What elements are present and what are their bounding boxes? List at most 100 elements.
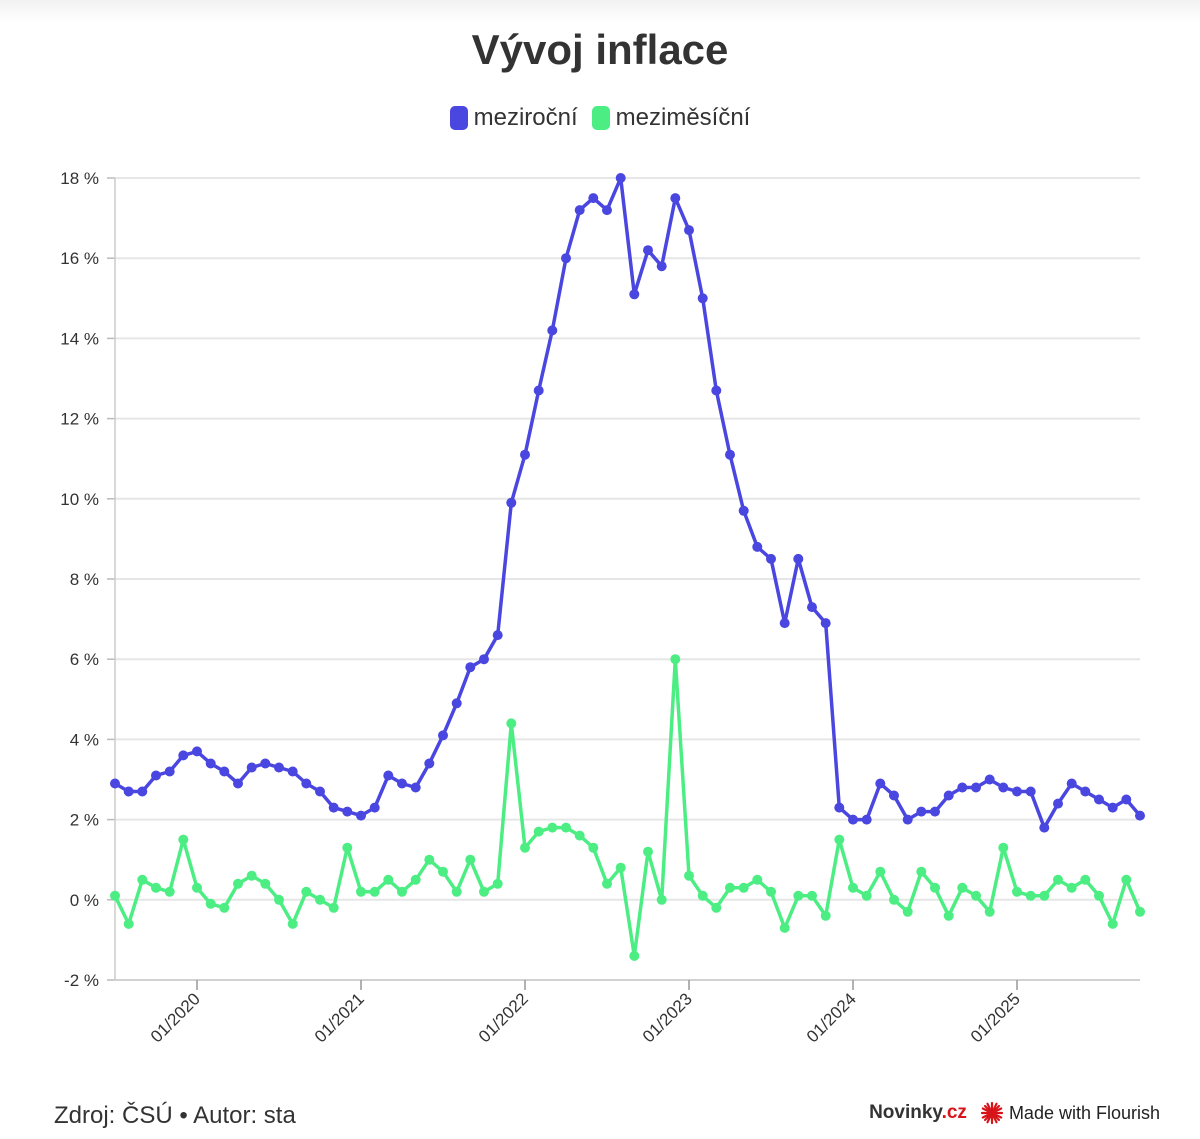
data-point-mom bbox=[807, 890, 817, 901]
data-point-mom bbox=[328, 902, 339, 913]
data-point-mom bbox=[711, 902, 722, 913]
data-point-mom bbox=[451, 886, 462, 897]
data-point-mom bbox=[110, 890, 120, 901]
data-point-yoy bbox=[479, 654, 489, 665]
data-point-yoy bbox=[711, 385, 722, 396]
data-point-yoy bbox=[1012, 786, 1022, 797]
data-point-yoy bbox=[998, 782, 1009, 793]
data-point-mom bbox=[164, 886, 175, 897]
flourish-credit[interactable]: Made with Flourish bbox=[980, 1102, 1160, 1124]
data-point-mom bbox=[861, 890, 872, 901]
data-point-mom bbox=[615, 862, 626, 873]
y-tick-label: 10 % bbox=[60, 490, 99, 509]
x-tick-label: 01/2020 bbox=[147, 989, 204, 1046]
data-point-yoy bbox=[779, 618, 790, 629]
y-tick-label: 6 % bbox=[70, 650, 99, 669]
legend-item-mom[interactable]: meziměsíční bbox=[591, 104, 750, 132]
data-point-mom bbox=[602, 878, 612, 889]
x-tick-label: 01/2023 bbox=[639, 989, 696, 1046]
data-point-yoy bbox=[424, 758, 435, 769]
data-point-mom bbox=[998, 842, 1009, 853]
data-point-mom bbox=[779, 922, 790, 933]
data-point-yoy bbox=[260, 758, 271, 769]
data-point-mom bbox=[1094, 890, 1104, 901]
data-point-mom bbox=[834, 834, 845, 845]
series-line-yoy bbox=[113, 176, 1142, 830]
data-point-yoy bbox=[902, 814, 913, 825]
data-point-yoy bbox=[328, 802, 339, 813]
data-point-mom bbox=[301, 886, 312, 897]
data-point-yoy bbox=[397, 778, 407, 789]
data-point-mom bbox=[889, 894, 899, 905]
data-point-yoy bbox=[916, 806, 927, 817]
data-point-yoy bbox=[356, 810, 366, 821]
series-layer bbox=[110, 173, 1145, 961]
data-point-mom bbox=[957, 882, 968, 893]
data-point-yoy bbox=[233, 778, 243, 789]
data-point-yoy bbox=[1121, 794, 1132, 805]
data-point-yoy bbox=[246, 762, 257, 773]
top-bar bbox=[0, 0, 1200, 22]
data-point-yoy bbox=[123, 786, 134, 797]
data-point-yoy bbox=[930, 806, 940, 817]
data-point-mom bbox=[520, 842, 530, 853]
data-point-yoy bbox=[752, 541, 763, 552]
data-point-yoy bbox=[602, 205, 612, 216]
legend-swatch-yoy bbox=[449, 106, 468, 130]
data-point-yoy bbox=[957, 782, 968, 793]
data-point-yoy bbox=[574, 205, 585, 216]
data-point-mom bbox=[246, 870, 257, 881]
data-point-yoy bbox=[315, 786, 325, 797]
data-point-yoy bbox=[820, 618, 831, 629]
gridlines bbox=[115, 177, 1140, 981]
series-line-mom bbox=[113, 657, 1142, 958]
data-point-mom bbox=[1121, 874, 1132, 885]
data-point-mom bbox=[123, 918, 134, 929]
data-point-mom bbox=[820, 910, 831, 921]
data-point-mom bbox=[588, 842, 599, 853]
data-point-yoy bbox=[834, 802, 845, 813]
data-point-yoy bbox=[738, 505, 749, 516]
data-point-mom bbox=[178, 834, 189, 845]
data-point-yoy bbox=[438, 730, 448, 741]
data-point-yoy bbox=[643, 245, 653, 256]
data-point-yoy bbox=[984, 774, 995, 785]
data-point-mom bbox=[930, 882, 940, 893]
data-point-yoy bbox=[506, 497, 517, 508]
data-point-mom bbox=[656, 894, 667, 905]
data-point-mom bbox=[875, 866, 886, 877]
chart-title: Vývoj inflace bbox=[471, 26, 729, 73]
legend-label-yoy: meziroční bbox=[473, 104, 578, 131]
data-point-yoy bbox=[848, 814, 858, 825]
data-point-yoy bbox=[697, 293, 708, 304]
data-point-yoy bbox=[1039, 822, 1050, 833]
y-tick-label: 0 % bbox=[70, 891, 99, 910]
data-point-mom bbox=[192, 882, 202, 893]
data-point-yoy bbox=[684, 225, 694, 236]
data-point-yoy bbox=[1094, 794, 1104, 805]
y-tick-label: -2 % bbox=[64, 971, 99, 990]
data-point-mom bbox=[533, 826, 544, 837]
data-point-yoy bbox=[451, 698, 462, 709]
legend: meziroční meziměsíční bbox=[0, 104, 1200, 132]
data-point-yoy bbox=[137, 786, 148, 797]
x-tick-label: 01/2022 bbox=[475, 989, 532, 1046]
data-point-mom bbox=[219, 902, 230, 913]
data-point-yoy bbox=[1080, 786, 1091, 797]
data-point-mom bbox=[943, 910, 954, 921]
data-point-mom bbox=[260, 878, 271, 889]
y-axis: -2 % 0 % 2 % 4 % 6 % 8 % 10 % 12 % 14 % 16 % 18 % bbox=[60, 169, 116, 990]
data-point-yoy bbox=[410, 782, 421, 793]
line-chart: -2 %0 %2 %4 %6 %8 %10 %12 %14 %16 %18 % … bbox=[60, 169, 1145, 1046]
legend-item-yoy[interactable]: meziroční bbox=[449, 104, 578, 132]
data-point-mom bbox=[766, 886, 776, 897]
data-point-mom bbox=[738, 882, 749, 893]
novinky-logo[interactable]: Novinky.cz bbox=[869, 1102, 967, 1124]
y-tick-label: 16 % bbox=[60, 249, 99, 268]
y-tick-label: 14 % bbox=[60, 329, 99, 348]
data-point-mom bbox=[1025, 890, 1036, 901]
data-point-mom bbox=[752, 874, 763, 885]
data-point-mom bbox=[971, 890, 981, 901]
data-point-mom bbox=[137, 874, 148, 885]
data-point-yoy bbox=[342, 806, 353, 817]
